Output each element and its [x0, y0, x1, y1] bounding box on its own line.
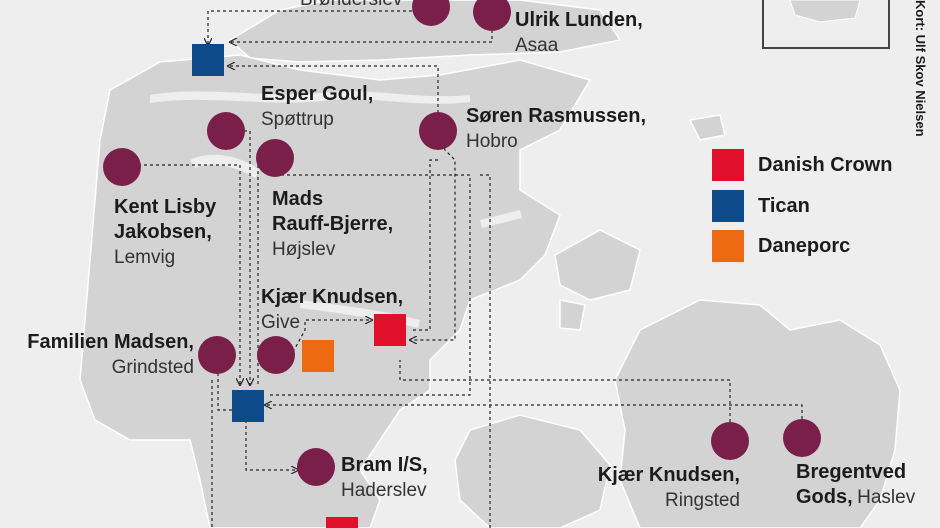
farm-place: Ringsted — [665, 490, 740, 511]
farm-name-line2-row: Gods, Haslev — [796, 486, 916, 508]
farm-name: Bram I/S, — [341, 454, 428, 476]
limfjord — [150, 91, 470, 104]
label-ringsted: Kjær Knudsen, Ringsted — [590, 463, 740, 513]
farm-place: Grindsted — [111, 357, 194, 378]
fjords — [150, 91, 522, 328]
label-haderslev: Bram I/S, Haderslev — [341, 453, 428, 503]
farm-place: Haslev — [857, 487, 916, 508]
slaughterhouses — [192, 44, 406, 528]
farm-name: Familien Madsen, — [27, 331, 194, 353]
farm-dot-asaa — [473, 0, 511, 31]
legend-label: Danish Crown — [758, 153, 893, 176]
farm-place: Give — [261, 312, 301, 333]
farm-place: Brønderslev — [300, 0, 402, 12]
credit-text: Kort: Ulf Skov Nielsen — [913, 0, 928, 137]
farm-name: Kjær Knudsen, — [597, 464, 740, 486]
legend-label: Daneporc — [758, 234, 851, 257]
farm-name: Søren Rasmussen, — [466, 105, 647, 127]
daneporc-mid — [302, 340, 334, 372]
farm-dot-give — [257, 336, 295, 374]
zealand — [614, 299, 901, 528]
farm-dot-haderslev — [297, 448, 335, 486]
vendsyssel — [228, 0, 622, 63]
label-give: Kjær Knudsen, Give — [261, 285, 403, 335]
farm-name-line2: Gods, — [796, 486, 853, 508]
danish-crown-mid — [374, 314, 406, 346]
farm-place: Spøttrup — [261, 109, 334, 130]
legend-daneporc: Daneporc — [712, 230, 850, 262]
farm-dot-bronderslev — [412, 0, 450, 26]
tican-north — [192, 44, 224, 76]
farm-name-line1: Bregentved — [796, 461, 907, 483]
label-bronderslev: Brønderslev — [300, 0, 402, 12]
farm-dot-hobro — [419, 112, 457, 150]
legend-label: Tican — [758, 194, 810, 217]
farm-dot-haslev — [783, 419, 821, 457]
farm-place: Haderslev — [341, 480, 427, 501]
farm-dots — [103, 0, 821, 486]
farm-place: Asaa — [515, 35, 559, 56]
legend-danish-crown: Danish Crown — [712, 149, 892, 181]
farm-name: Kjær Knudsen, — [261, 286, 404, 308]
label-hojslev: Mads Rauff-Bjerre, Højslev — [272, 187, 393, 262]
farm-name: Ulrik Lunden, — [515, 9, 643, 31]
farm-place: Lemvig — [114, 247, 176, 268]
label-lemvig: Kent Lisby Jakobsen, Lemvig — [114, 195, 216, 270]
farm-dot-hojslev — [256, 139, 294, 177]
funen — [454, 414, 611, 528]
danish-crown-south — [326, 517, 358, 528]
farm-place: Hobro — [466, 131, 518, 152]
land — [79, 0, 901, 528]
label-hobro: Søren Rasmussen, Hobro — [466, 104, 646, 154]
farm-name-line1: Mads — [272, 188, 324, 210]
credit: Kort: Ulf Skov Nielsen — [908, 0, 932, 140]
legend-swatch-red — [712, 149, 744, 181]
farm-name-line1: Kent Lisby — [114, 196, 217, 218]
farm-dot-ringsted — [711, 422, 749, 460]
farm-name: Esper Goul, — [261, 83, 374, 105]
farm-dot-spottrup — [207, 112, 245, 150]
farm-dot-grindsted — [198, 336, 236, 374]
small-island-2 — [688, 114, 726, 141]
label-asaa: Ulrik Lunden, Asaa — [515, 8, 643, 58]
farm-name-line2: Jakobsen, — [114, 221, 212, 243]
farm-dot-lemvig — [103, 148, 141, 186]
farm-name-line2: Rauff-Bjerre, — [272, 213, 394, 235]
label-spottrup: Esper Goul, Spøttrup — [261, 82, 373, 132]
legend-tican: Tican — [712, 190, 810, 222]
djursland — [554, 229, 641, 301]
label-grindsted: Familien Madsen, Grindsted — [18, 330, 194, 380]
small-island-1 — [559, 299, 586, 331]
legend-swatch-orange — [712, 230, 744, 262]
tican-south — [232, 390, 264, 422]
inset-box — [762, 0, 890, 49]
fjord-3 — [480, 210, 522, 228]
legend-swatch-blue — [712, 190, 744, 222]
jutland — [79, 54, 592, 528]
fjord-2 — [190, 154, 260, 178]
farm-place: Højslev — [272, 239, 336, 260]
label-haslev: Bregentved Gods, Haslev — [796, 460, 915, 511]
